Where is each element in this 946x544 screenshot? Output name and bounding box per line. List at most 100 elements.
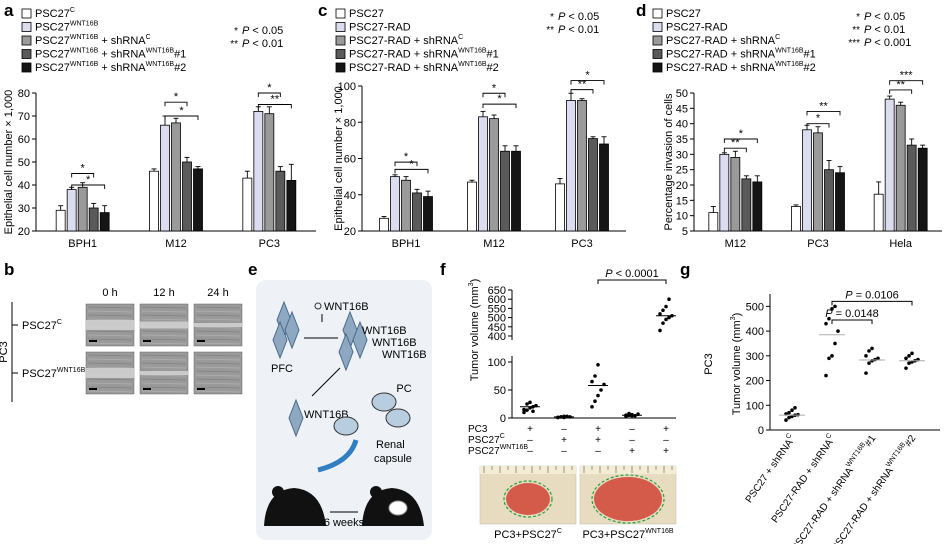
significance-label: P = 0.0148 <box>825 308 879 320</box>
micrograph-texture <box>141 306 187 309</box>
data-point <box>528 400 532 405</box>
micrograph-texture <box>195 358 241 361</box>
photo-caption-seg: C <box>557 528 562 535</box>
fibroblast-shape <box>288 398 304 438</box>
legend-swatch <box>21 22 32 32</box>
legend-label-3-seg: WNT16B <box>70 48 99 55</box>
bar <box>77 186 88 232</box>
y-tick-label: 20 <box>344 226 356 238</box>
photo-caption-seg: WNT16B <box>645 528 674 535</box>
data-point <box>864 354 868 358</box>
x-group-label-seg: C <box>785 432 794 440</box>
pvalue-rest: < 0.05 <box>871 11 905 23</box>
p-italic: P <box>605 268 613 280</box>
tumor-outline <box>503 480 553 518</box>
micrograph-texture <box>87 358 133 361</box>
significance-label: * <box>179 105 184 117</box>
pvalue-rest: < 0.01 <box>565 24 599 36</box>
renal-label: Renal <box>376 439 405 451</box>
wound-gap <box>86 320 134 330</box>
data-point <box>907 354 911 358</box>
pvalue-rest: < 0.001 <box>871 37 911 49</box>
data-point <box>833 341 837 346</box>
micrograph-texture <box>87 342 133 345</box>
p-italic: P <box>825 308 833 320</box>
y-tick-label: 100 <box>746 400 764 412</box>
pvalue-text: P < 0.01 <box>558 24 599 36</box>
row-label-seg: C <box>57 319 62 326</box>
legend-label-3-seg: #1 <box>804 49 816 61</box>
data-point <box>784 418 788 422</box>
micrograph-texture <box>87 382 133 385</box>
bar <box>813 132 823 232</box>
pvalue-p: P <box>242 38 250 50</box>
legend-label-0-seg: PSC27 <box>666 8 701 20</box>
data-point <box>833 304 837 309</box>
legend-swatch <box>335 22 346 32</box>
condition-row-label: PSC27WNT16B​ <box>468 444 528 457</box>
wnt-label: WNT16B <box>382 349 427 361</box>
significance-label: * <box>86 174 91 186</box>
micrograph-texture <box>87 314 133 317</box>
bar <box>835 172 845 232</box>
bar <box>467 181 477 232</box>
y-axis-label-seg: 3 <box>730 316 737 320</box>
micrograph-texture <box>195 378 241 381</box>
row-label: PSC27WNT16B​ <box>22 367 86 380</box>
photo-caption-seg: PC3+PSC27 <box>582 529 645 541</box>
bar <box>599 143 609 232</box>
micrograph-texture <box>141 362 187 365</box>
pvalue-p: P <box>864 11 872 23</box>
photo-caption: PC3+PSC27WNT16B​ <box>582 528 673 541</box>
legend-label-3: PSC27WNT16B​ + shRNAWNT16B​#1 <box>35 48 186 61</box>
x-category-label: PC3 <box>259 238 280 250</box>
panel-label-c: c <box>318 1 327 20</box>
data-point <box>827 316 831 321</box>
micrograph-texture <box>141 366 187 369</box>
legend-label-1: PSC27-RAD <box>666 22 728 34</box>
legend-swatch <box>335 35 346 46</box>
significance-bracket <box>570 80 605 85</box>
tumor-graft <box>388 500 408 516</box>
time-label: 24 h <box>207 287 228 299</box>
significance-label: * <box>409 158 414 170</box>
cell-line-label: PC3 <box>703 353 715 374</box>
legend-label-0-seg: PSC27 <box>349 8 384 20</box>
significance-bracket <box>257 92 281 97</box>
y-tick-label: 40 <box>676 119 688 131</box>
micrograph-texture <box>195 342 241 345</box>
micrograph-texture <box>87 334 133 337</box>
condition-mark: + <box>527 424 533 435</box>
condition-mark: + <box>595 435 601 446</box>
significance-label: * <box>739 128 744 140</box>
condition-mark: – <box>629 435 635 446</box>
legend-label-4-seg: PSC27 <box>35 62 70 74</box>
bar <box>286 179 297 232</box>
wnt-label: WNT16B <box>362 325 407 337</box>
bar <box>906 144 917 232</box>
significance-label: ** <box>731 137 740 149</box>
x-category-label: PC3 <box>571 238 592 250</box>
legend-label-1-seg: WNT16B <box>70 21 99 28</box>
significance-bracket <box>257 104 292 109</box>
micrograph-texture <box>141 310 187 313</box>
x-group-label-seg: WNT16B <box>845 441 867 469</box>
data-point <box>531 409 535 414</box>
bar <box>423 196 433 232</box>
pvalue-text: P < 0.05 <box>864 11 905 23</box>
data-point <box>667 297 671 302</box>
x-group-label-seg: C <box>825 432 834 440</box>
micrograph-texture <box>195 390 241 393</box>
data-point <box>827 356 831 361</box>
condition-mark: + <box>663 446 669 457</box>
bar <box>478 116 488 232</box>
data-point <box>593 399 597 404</box>
bar <box>390 176 400 232</box>
micrograph-texture <box>141 338 187 341</box>
condition-mark: + <box>595 424 601 435</box>
significance-bracket <box>597 279 667 284</box>
bar <box>55 209 66 232</box>
data-point <box>904 366 908 370</box>
